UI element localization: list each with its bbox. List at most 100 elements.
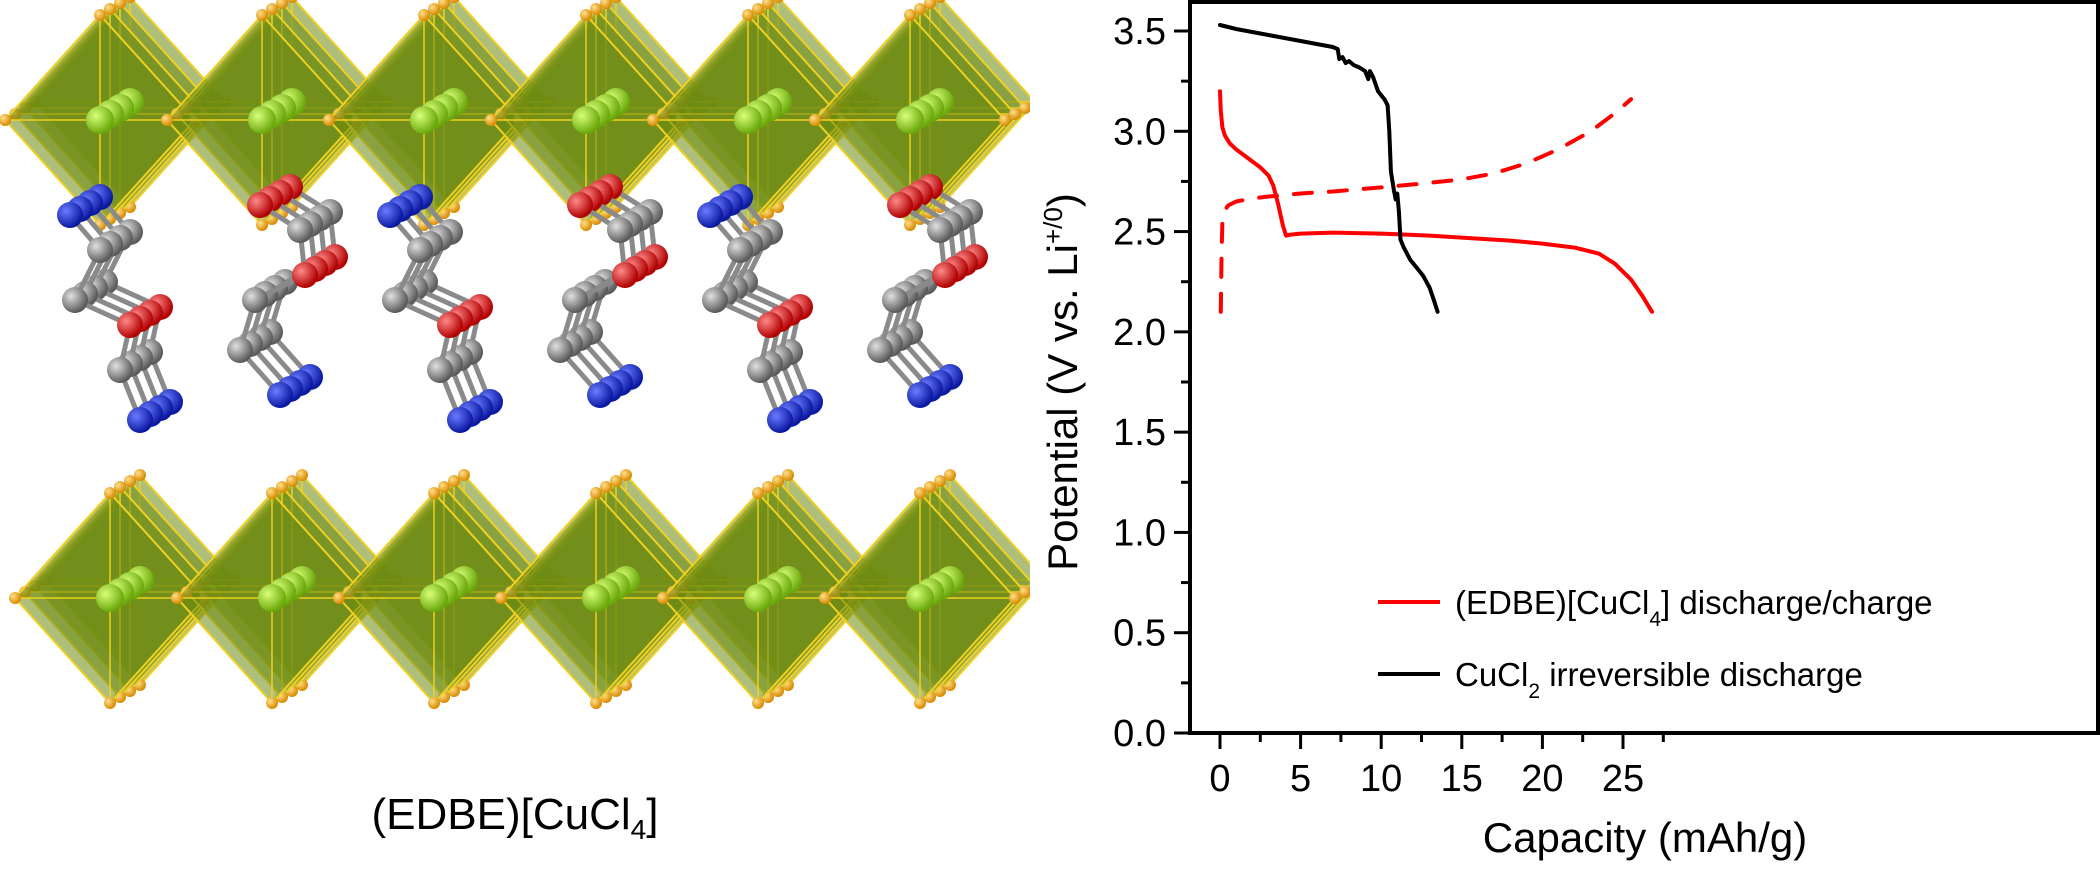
chlorine-atom	[782, 469, 794, 481]
oxygen-atom	[292, 262, 318, 288]
chlorine-atom	[171, 592, 183, 604]
y-tick-label: 3.0	[1113, 111, 1166, 153]
oxygen-atom	[887, 192, 913, 218]
chlorine-atom	[1009, 592, 1021, 604]
chlorine-atom	[428, 697, 440, 709]
carbon-atom	[242, 287, 268, 313]
chlorine-atom	[1009, 108, 1021, 120]
edbe-cation	[867, 174, 988, 408]
chlorine-atom	[600, 481, 612, 493]
chlorine-atom	[934, 475, 946, 487]
cucl6-octahedron	[323, 0, 555, 231]
carbon-atom	[427, 357, 453, 383]
chlorine-atom	[772, 475, 784, 487]
cucl6-octahedron	[9, 469, 241, 709]
series-line-2	[1218, 23, 1440, 314]
chlorine-atom	[610, 475, 622, 487]
series-line-0	[1218, 89, 1654, 314]
chlorine-atom	[286, 475, 298, 487]
chlorine-atom	[323, 114, 335, 126]
chlorine-atom	[580, 219, 592, 231]
inorganic-layer-top	[0, 0, 1030, 231]
chlorine-atom	[580, 9, 592, 21]
chlorine-atom	[1029, 582, 1030, 590]
chlorine-atom	[819, 592, 831, 604]
x-tick-label: 5	[1290, 758, 1311, 800]
chlorine-atom	[590, 487, 602, 499]
series-layer	[1218, 23, 1654, 314]
y-tick-label: 0.0	[1113, 713, 1166, 755]
chlorine-atom	[752, 487, 764, 499]
chlorine-atom	[924, 0, 936, 9]
copper-atom	[248, 106, 276, 134]
oxygen-atom	[757, 312, 783, 338]
nitrogen-atom	[447, 407, 473, 433]
organic-cation-layer	[57, 174, 988, 433]
chlorine-atom	[134, 469, 146, 481]
chlorine-atom	[610, 0, 622, 3]
x-tick-label: 20	[1521, 758, 1563, 800]
copper-atom	[734, 106, 762, 134]
cucl6-octahedron	[171, 469, 403, 709]
edbe-cation	[547, 174, 668, 408]
y-tick-label: 1.0	[1113, 512, 1166, 554]
chlorine-atom	[428, 3, 440, 15]
chlorine-atom	[94, 9, 106, 21]
cucl6-octahedron	[495, 469, 727, 709]
nitrogen-atom	[267, 382, 293, 408]
y-axis-ticks: 0.0 0.5 1.0 1.5 2.0 2.5 3.0 3.5	[1113, 11, 1190, 755]
carbon-atom	[702, 287, 728, 313]
copper-atom	[744, 584, 772, 612]
nitrogen-atom	[587, 382, 613, 408]
chlorine-atom	[914, 697, 926, 709]
copper-atom	[258, 584, 286, 612]
plot-frame	[1188, 0, 2100, 735]
carbon-atom	[867, 337, 893, 363]
chlorine-atom	[590, 3, 602, 15]
chlorine-atom	[914, 487, 926, 499]
chlorine-atom	[104, 697, 116, 709]
copper-atom	[86, 106, 114, 134]
chlorine-atom	[620, 469, 632, 481]
chlorine-atom	[590, 697, 602, 709]
chart-legend: (EDBE)[CuCl4] discharge/charge CuCl2 irre…	[1378, 584, 1933, 703]
carbon-atom	[562, 287, 588, 313]
carbon-atom	[747, 357, 773, 383]
chlorine-atom	[924, 481, 936, 493]
chlorine-atom	[296, 469, 308, 481]
nitrogen-atom	[907, 382, 933, 408]
x-tick-label: 0	[1209, 758, 1230, 800]
carbon-atom	[927, 217, 953, 243]
nitrogen-atom	[697, 202, 723, 228]
x-tick-label: 10	[1360, 758, 1402, 800]
chlorine-atom	[256, 219, 268, 231]
chart-axes	[1188, 0, 2100, 735]
cucl6-octahedron	[485, 0, 717, 231]
oxygen-atom	[247, 192, 273, 218]
chlorine-atom	[276, 481, 288, 493]
edbe-cation	[377, 184, 503, 433]
chlorine-atom	[647, 114, 659, 126]
y-tick-label: 1.5	[1113, 412, 1166, 454]
chlorine-atom	[438, 481, 450, 493]
legend-label: CuCl2 irreversible discharge	[1455, 656, 1863, 703]
chlorine-atom	[161, 114, 173, 126]
chlorine-atom	[104, 487, 116, 499]
chlorine-atom	[809, 114, 821, 126]
chlorine-atom	[934, 0, 946, 3]
y-tick-label: 3.5	[1113, 11, 1166, 53]
carbon-atom	[727, 237, 753, 263]
chlorine-atom	[495, 592, 507, 604]
chlorine-atom	[418, 9, 430, 21]
chlorine-atom	[1019, 102, 1030, 114]
legend-label: (EDBE)[CuCl4] discharge/charge	[1455, 584, 1933, 631]
carbon-atom	[547, 337, 573, 363]
chlorine-atom	[0, 114, 11, 126]
carbon-atom	[107, 357, 133, 383]
chlorine-atom	[1019, 586, 1030, 598]
chlorine-atom	[124, 475, 136, 487]
chlorine-atom	[485, 114, 497, 126]
cucl6-octahedron	[809, 0, 1030, 231]
carbon-atom	[607, 217, 633, 243]
edbe-cation	[57, 184, 183, 433]
